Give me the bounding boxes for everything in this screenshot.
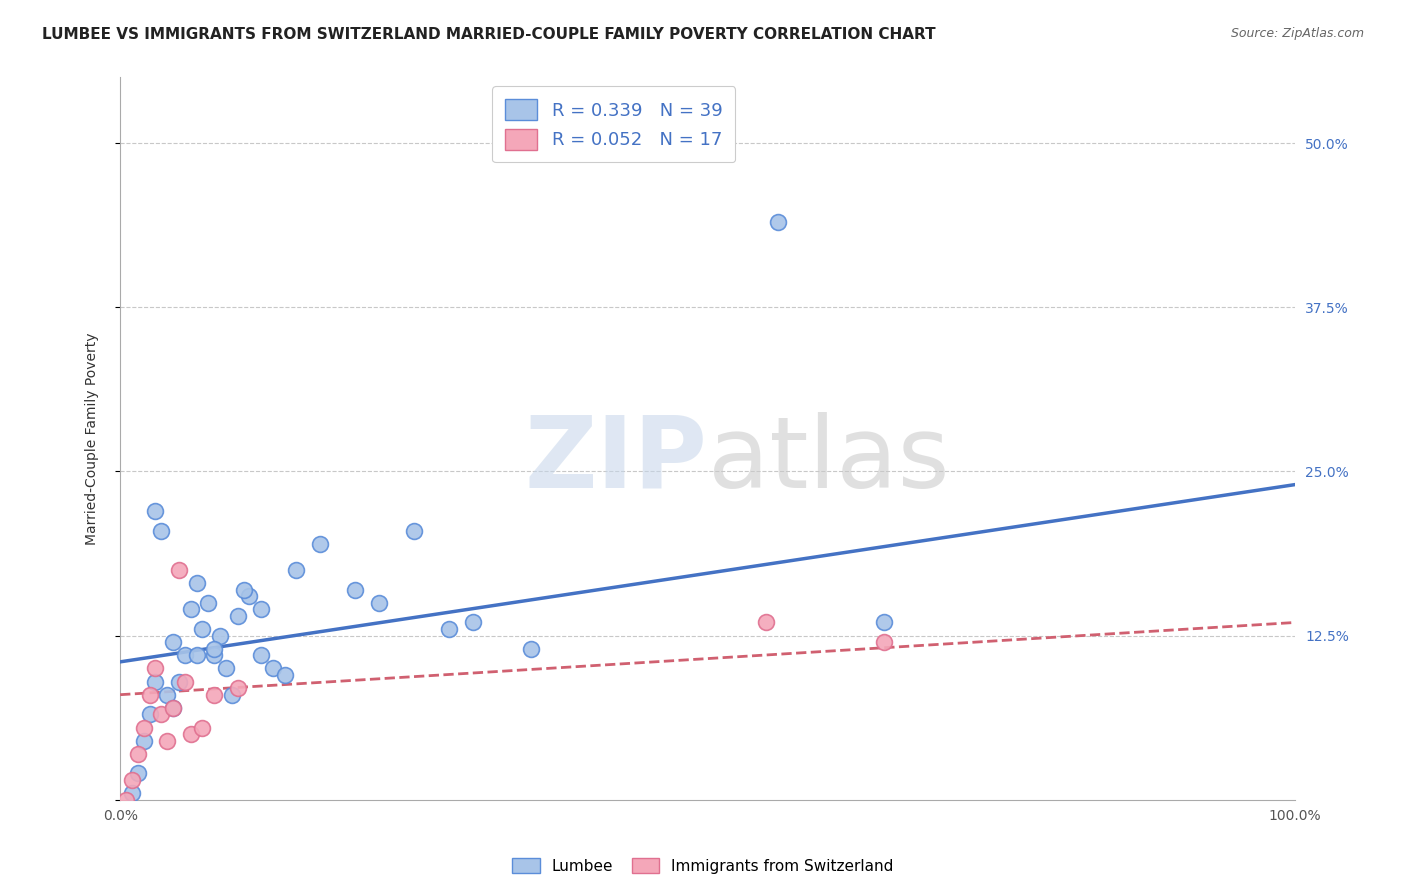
Point [238,589,260,603]
Legend: Lumbee, Immigrants from Switzerland: Lumbee, Immigrants from Switzerland [506,852,900,880]
Point [150,707,173,722]
Point [167,563,190,577]
Point [132,721,155,735]
Point [121,773,143,788]
Text: ZIP: ZIP [524,412,707,508]
Point [145,674,167,689]
Point [461,615,484,630]
Point [167,674,190,689]
Point [755,615,778,630]
Point [197,596,219,610]
Point [180,727,202,741]
Point [208,629,231,643]
Point [402,524,425,538]
Legend: R = 0.339   N = 39, R = 0.052   N = 17: R = 0.339 N = 39, R = 0.052 N = 17 [492,87,735,162]
Point [191,622,214,636]
Point [150,524,173,538]
Point [180,602,202,616]
Point [221,688,243,702]
Point [121,786,143,800]
Point [202,648,225,663]
Point [285,563,308,577]
Point [309,536,332,550]
Point [226,608,249,623]
Point [162,701,184,715]
Point [173,648,195,663]
Point [226,681,249,695]
Point [873,635,896,649]
Point [162,701,184,715]
Point [250,648,273,663]
Point [250,602,273,616]
Point [127,747,149,761]
Text: LUMBEE VS IMMIGRANTS FROM SWITZERLAND MARRIED-COUPLE FAMILY POVERTY CORRELATION : LUMBEE VS IMMIGRANTS FROM SWITZERLAND MA… [42,27,936,42]
Point [138,688,160,702]
Point [215,661,238,675]
Point [173,674,195,689]
Point [138,707,160,722]
Point [186,648,208,663]
Point [156,688,179,702]
Point [344,582,367,597]
Point [186,576,208,591]
Text: Source: ZipAtlas.com: Source: ZipAtlas.com [1230,27,1364,40]
Point [262,661,284,675]
Point [766,215,789,229]
Point [273,668,295,682]
Point [156,733,179,747]
Point [202,641,225,656]
Point [145,504,167,518]
Text: atlas: atlas [707,412,949,508]
Point [145,661,167,675]
Point [115,793,138,807]
Point [437,622,460,636]
Point [127,766,149,780]
Point [191,721,214,735]
Point [520,641,543,656]
Point [132,733,155,747]
Point [202,688,225,702]
Point [162,635,184,649]
Y-axis label: Married-Couple Family Poverty: Married-Couple Family Poverty [86,333,100,545]
Point [367,596,389,610]
Point [873,615,896,630]
Point [232,582,254,597]
